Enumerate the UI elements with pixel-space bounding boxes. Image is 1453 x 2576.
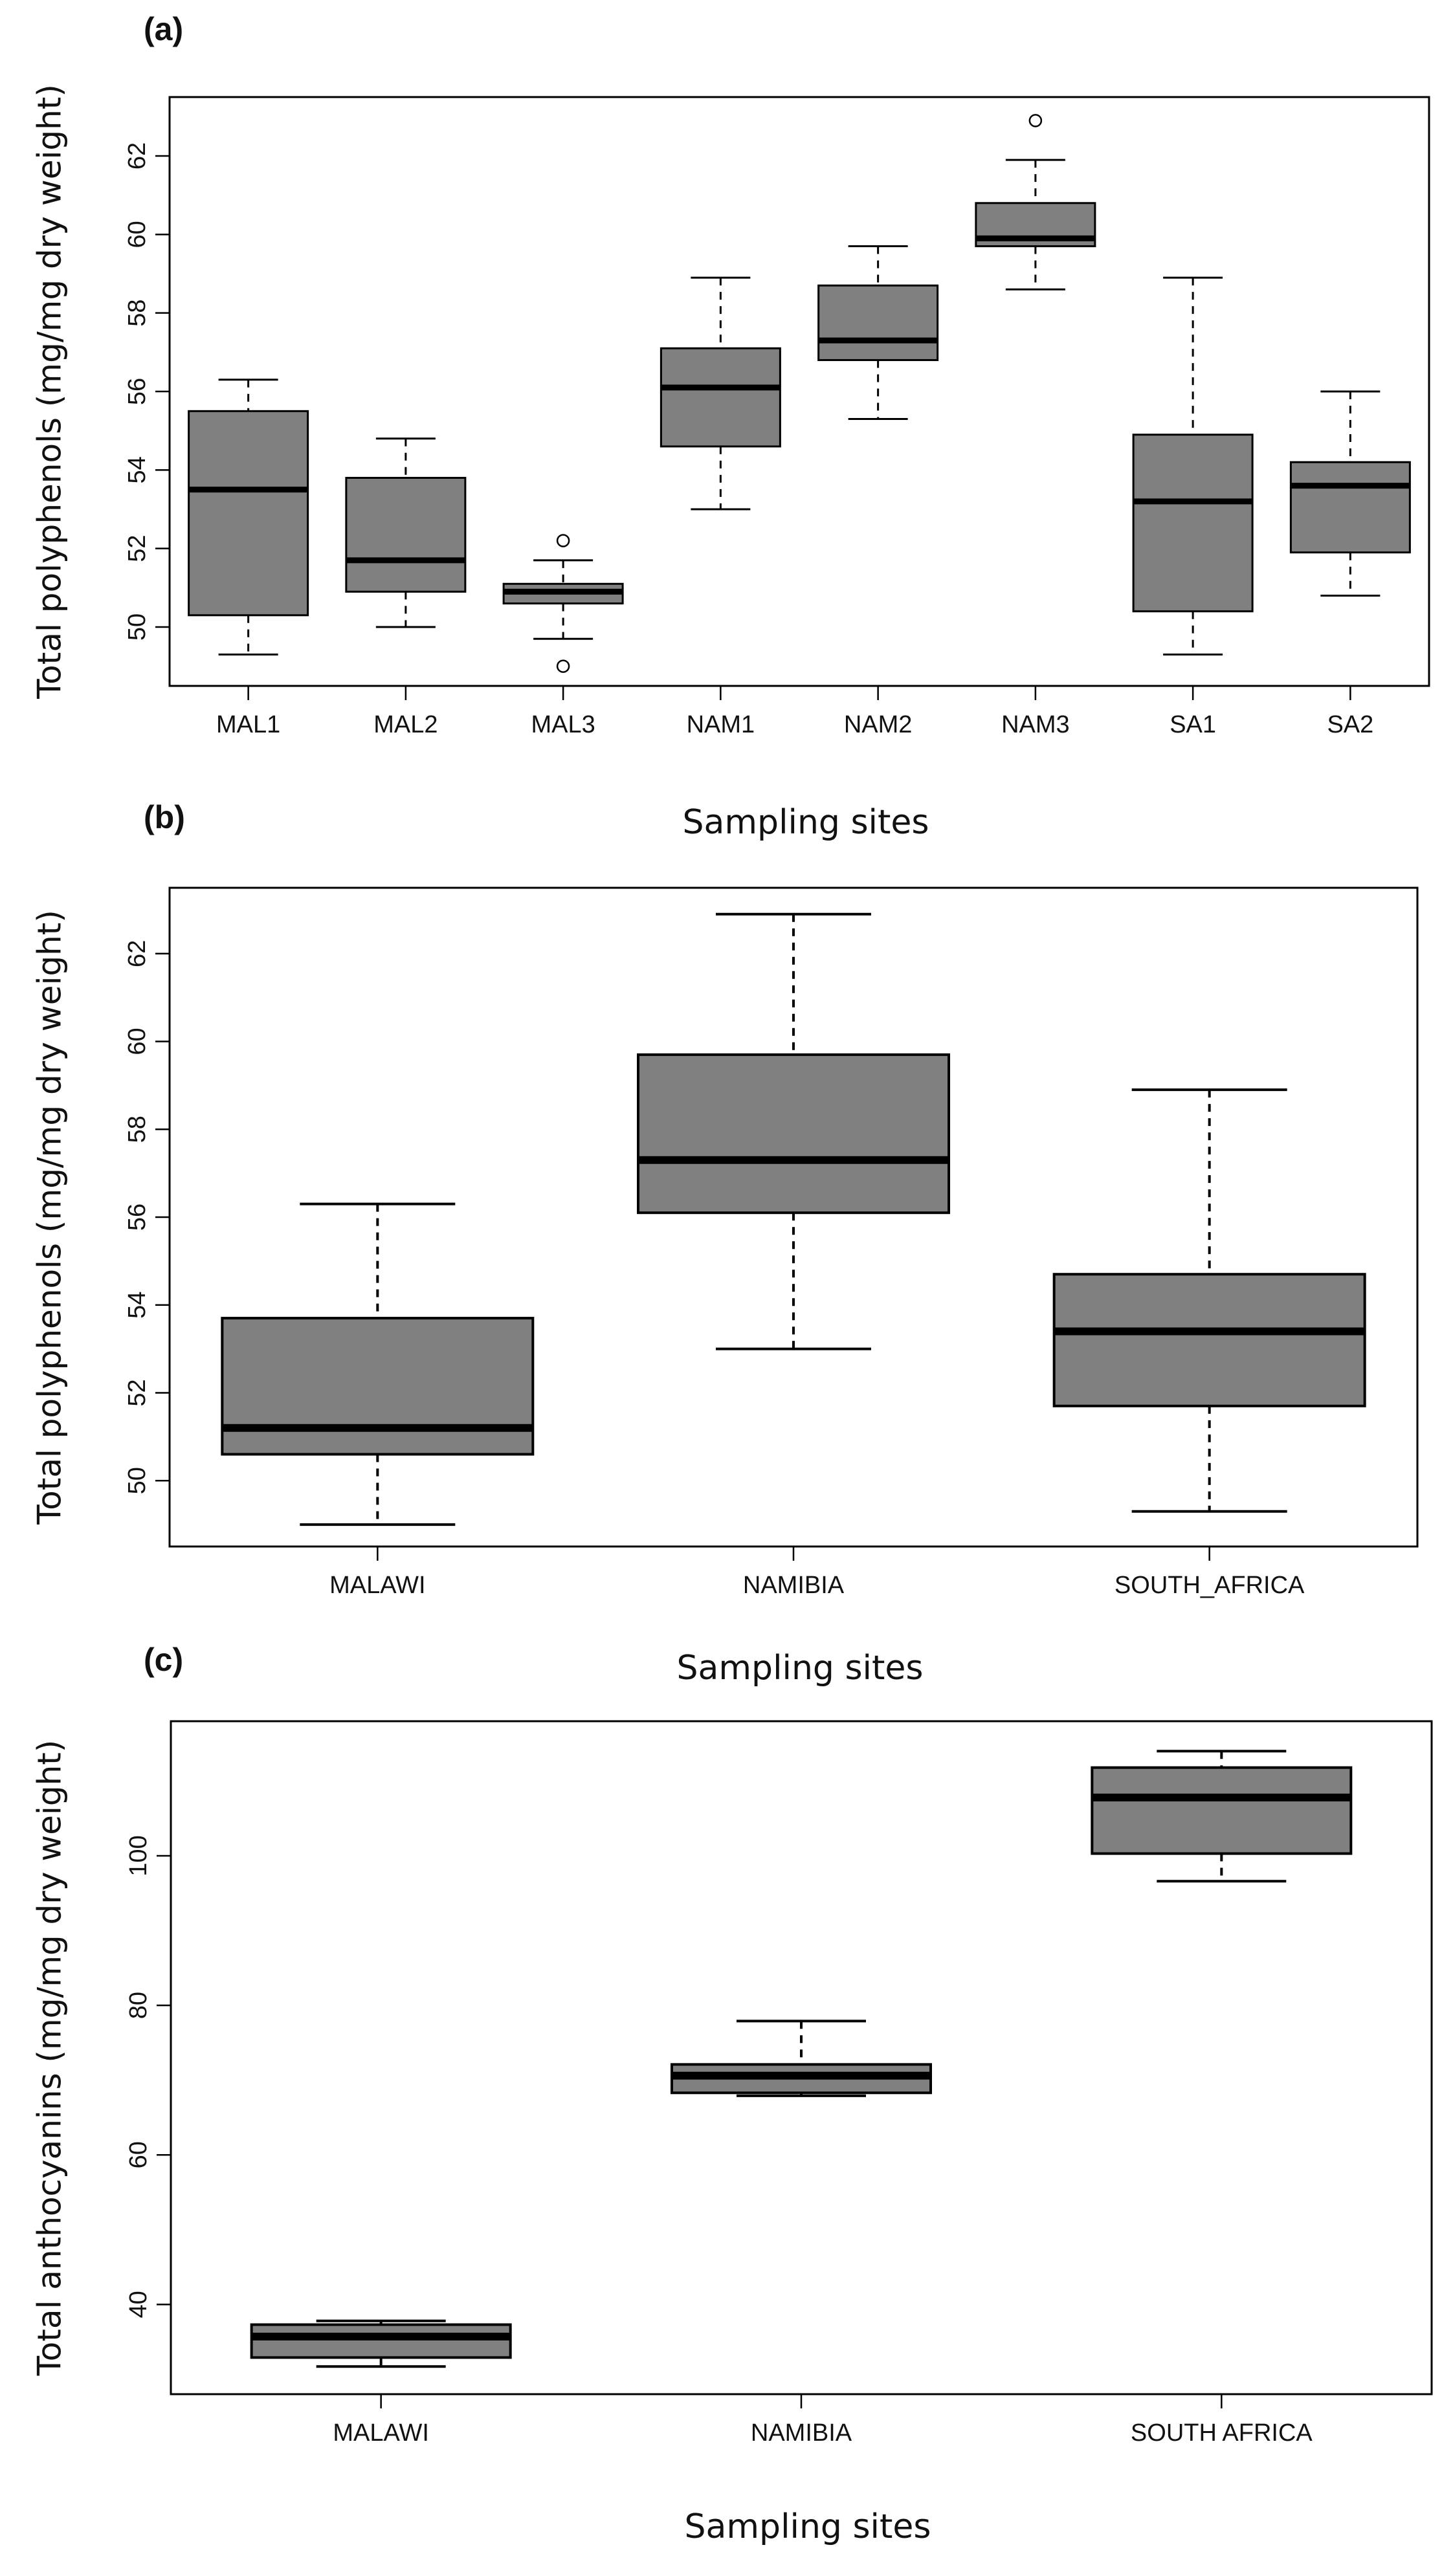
y-tick-label: 56 bbox=[124, 378, 151, 405]
box-malawi bbox=[221, 1202, 535, 1526]
iqr-box bbox=[221, 1317, 535, 1456]
box-south-africa bbox=[1052, 1088, 1366, 1513]
x-tick-label: MALAWI bbox=[333, 2419, 429, 2447]
iqr-box bbox=[660, 347, 781, 448]
y-tick-label: 62 bbox=[124, 142, 151, 170]
iqr-box bbox=[1091, 1766, 1353, 1855]
chart-panel-a: (a) 50 52 54 56 58 60 62 Total polyphenols (mg/m… bbox=[31, 11, 1430, 842]
y-tick-label: 60 bbox=[124, 221, 151, 248]
y-tick-label: 62 bbox=[124, 940, 151, 967]
y-tick-label: 40 bbox=[125, 2291, 152, 2318]
x-axis-title: Sampling sites bbox=[677, 1649, 924, 1688]
iqr-box bbox=[1052, 1273, 1366, 1407]
y-tick-label: 60 bbox=[124, 1028, 151, 1055]
y-tick-label: 58 bbox=[124, 1116, 151, 1143]
box-namibia bbox=[637, 912, 950, 1350]
x-tick-label: MALAWI bbox=[329, 1572, 426, 1599]
outlier-point bbox=[1028, 114, 1043, 127]
iqr-box bbox=[1132, 434, 1254, 613]
y-tick-label: 50 bbox=[124, 613, 151, 641]
x-tick-label: NAM3 bbox=[1001, 711, 1070, 738]
y-tick-label: 56 bbox=[124, 1204, 151, 1231]
panel-label: (a) bbox=[144, 11, 183, 47]
x-tick-label: SA2 bbox=[1327, 711, 1373, 738]
iqr-box bbox=[1289, 461, 1411, 554]
box-mal1 bbox=[188, 379, 309, 655]
iqr-box bbox=[345, 476, 467, 593]
x-axis-title: Sampling sites bbox=[685, 2507, 931, 2546]
iqr-box bbox=[250, 2323, 512, 2359]
box-nam2 bbox=[817, 245, 939, 420]
y-axis-title: Total anthocyanins (mg/mg dry weight) bbox=[31, 1740, 69, 2377]
box-namibia bbox=[671, 2020, 932, 2097]
outlier-point bbox=[556, 534, 570, 547]
y-tick-label: 52 bbox=[124, 1379, 151, 1406]
x-tick-label: MAL1 bbox=[216, 711, 280, 738]
y-tick-label: 50 bbox=[124, 1467, 151, 1494]
x-tick-label: NAM2 bbox=[844, 711, 913, 738]
y-axis-title: Total polyphenols (mg/mg dry weight) bbox=[31, 910, 69, 1525]
x-tick-label: SOUTH_AFRICA bbox=[1115, 1572, 1305, 1599]
box-mal2 bbox=[345, 437, 467, 628]
box-malawi bbox=[250, 2319, 512, 2368]
box-nam1 bbox=[660, 276, 781, 511]
panel-label: (c) bbox=[144, 1642, 183, 1678]
x-tick-label: MAL2 bbox=[373, 711, 438, 738]
x-axis-title: Sampling sites bbox=[683, 803, 929, 842]
chart-panel-b: (b) 50 52 54 56 58 60 62 Total polyphenols (mg/m… bbox=[31, 799, 1419, 1688]
box-sa2 bbox=[1289, 390, 1411, 597]
box-nam3 bbox=[975, 114, 1096, 291]
y-tick-label: 100 bbox=[125, 1835, 152, 1876]
y-tick-label: 58 bbox=[124, 300, 151, 327]
iqr-box bbox=[188, 410, 309, 617]
x-tick-label: SOUTH AFRICA bbox=[1131, 2419, 1313, 2447]
x-tick-label: MAL3 bbox=[531, 711, 595, 738]
iqr-box bbox=[637, 1053, 950, 1215]
panel-label: (b) bbox=[144, 799, 185, 835]
chart-panel-c: (c) 40 60 80 100 Total anthocyanins (mg/mg dr… bbox=[31, 1642, 1433, 2546]
x-tick-label: SA1 bbox=[1170, 711, 1216, 738]
y-tick-label: 80 bbox=[125, 1992, 152, 2019]
y-tick-label: 54 bbox=[124, 1292, 151, 1319]
y-axis-title: Total polyphenols (mg/mg dry weight) bbox=[31, 84, 69, 699]
x-tick-label: NAMIBIA bbox=[751, 2419, 852, 2447]
y-tick-label: 52 bbox=[124, 535, 151, 562]
x-tick-label: NAMIBIA bbox=[743, 1572, 845, 1599]
outlier-point bbox=[556, 659, 570, 673]
y-tick-label: 54 bbox=[124, 456, 151, 483]
box-south-africa bbox=[1091, 1750, 1353, 1883]
iqr-box bbox=[817, 284, 939, 361]
x-tick-label: NAM1 bbox=[687, 711, 755, 738]
box-sa1 bbox=[1132, 276, 1254, 655]
box-mal3 bbox=[502, 534, 624, 673]
y-tick-label: 60 bbox=[125, 2141, 152, 2168]
